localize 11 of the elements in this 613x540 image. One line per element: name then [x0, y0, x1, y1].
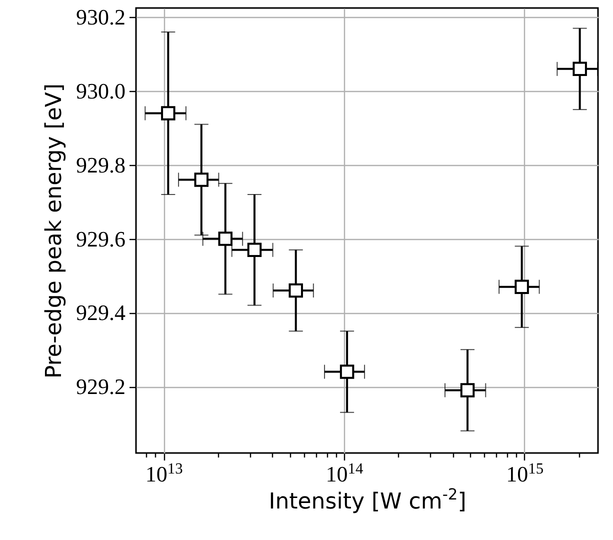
y-tick-label: 929.2 [76, 374, 126, 400]
x-tick-label: 10$^{15}$ [506, 460, 544, 486]
y-tick-label: 930.2 [76, 4, 126, 30]
x-tick-label: 10$^{14}$ [326, 460, 364, 486]
y-axis-title: Pre-edge peak energy [eV] [42, 83, 67, 379]
x-axis-title: Intensity [W cm$^{-2}$] [268, 486, 466, 514]
y-tick-label: 929.8 [76, 152, 126, 178]
y-tick-label: 929.6 [76, 226, 126, 252]
y-tick-label: 930.0 [76, 78, 126, 104]
x-tick-label: 10$^{13}$ [145, 460, 184, 486]
y-tick-label: 929.4 [76, 300, 126, 326]
